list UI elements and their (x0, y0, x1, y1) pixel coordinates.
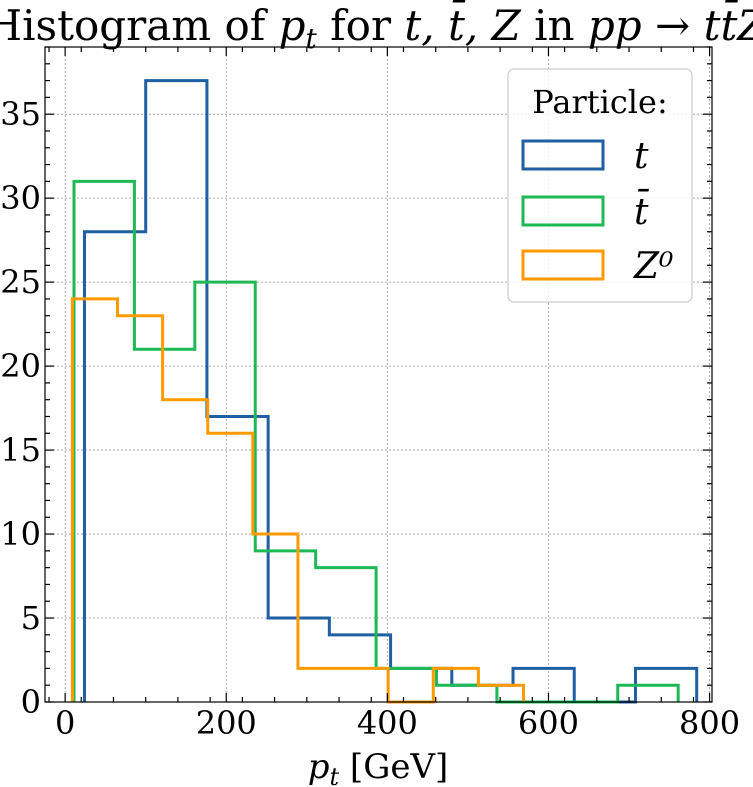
axis-ticks (45, 46, 712, 703)
title-prefix: Histogram of (0, 1, 279, 50)
title-process: pp → tt̄Z (588, 0, 753, 50)
x-axis-variable-subscript: t (329, 763, 339, 787)
x-axis-label: pt [GeV] (308, 747, 449, 787)
title-in: in (521, 1, 588, 50)
x-tick-label: 600 (518, 704, 579, 742)
chart-title: Histogram of pt for t, t̄, Z in pp → tt̄… (0, 0, 753, 55)
legend-label-0: t (634, 136, 649, 177)
x-axis-variable: p (308, 747, 330, 787)
tick-labels: 0 200 400 600 800 0 5 10 15 20 25 30 35 (0, 95, 740, 742)
y-tick-label: 5 (21, 599, 41, 637)
legend-swatch-2 (521, 249, 605, 281)
y-tick-label: 0 (21, 683, 41, 721)
legend-entries: t t̄ Z⁰ (521, 136, 673, 287)
x-axis-unit: [GeV] (339, 747, 448, 787)
y-tick-label: 20 (0, 347, 41, 385)
y-tick-label: 10 (0, 515, 41, 553)
legend-title: Particle: (532, 83, 667, 121)
x-tick-label: 800 (679, 704, 740, 742)
legend-box (507, 68, 693, 303)
histogram-series-2 (70, 297, 525, 704)
title-middle: for (317, 1, 405, 50)
x-tick-label: 0 (55, 704, 75, 742)
legend: Particle: t t̄ Z⁰ (507, 68, 693, 303)
legend-swatch-0 (521, 139, 605, 171)
y-tick-label: 30 (0, 179, 41, 217)
y-tick-label: 15 (0, 431, 41, 469)
y-tick-label: 35 (0, 95, 41, 133)
legend-label-2: Z⁰ (633, 246, 673, 287)
plot-frame (44, 46, 713, 703)
x-tick-label: 400 (357, 704, 418, 742)
title-variable: p (279, 1, 306, 50)
x-tick-label: 200 (196, 704, 257, 742)
y-tick-label: 25 (0, 263, 41, 301)
legend-swatch-1 (521, 195, 605, 227)
title-particles: t, t̄, Z (404, 0, 521, 50)
legend-label-1: t̄ (634, 189, 650, 233)
